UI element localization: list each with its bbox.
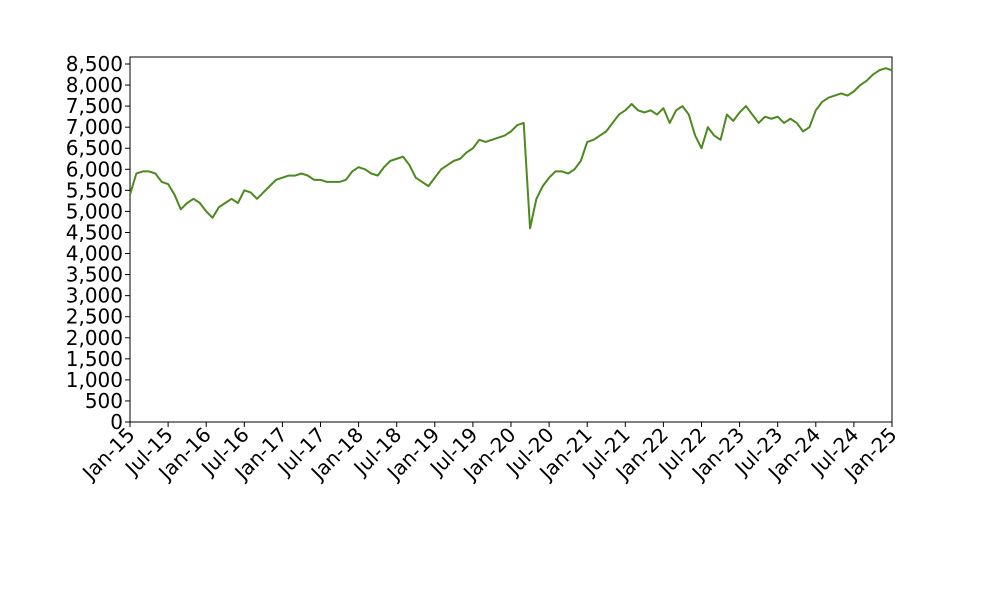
y-tick-label: 4,500 (66, 220, 123, 244)
y-tick-label: 500 (85, 389, 123, 413)
y-tick-label: 3,500 (66, 263, 123, 287)
y-tick-label: 5,000 (66, 199, 123, 223)
y-tick-label: 7,000 (66, 115, 123, 139)
y-tick-label: 2,000 (66, 326, 123, 350)
y-tick-label: 3,000 (66, 284, 123, 308)
y-tick-label: 0 (110, 410, 123, 434)
y-tick-label: 6,500 (66, 136, 123, 160)
plot-frame (129, 56, 893, 423)
series-line (129, 67, 893, 230)
y-tick-label: 5,500 (66, 178, 123, 202)
y-tick-label: 4,000 (66, 242, 123, 266)
y-tick-label: 6,000 (66, 157, 123, 181)
y-tick-label: 7,500 (66, 94, 123, 118)
y-tick-label: 8,000 (66, 73, 123, 97)
y-tick-label: 1,500 (66, 347, 123, 371)
y-tick-label: 2,500 (66, 305, 123, 329)
y-tick-label: 1,000 (66, 368, 123, 392)
y-tick-label: 8,500 (66, 52, 123, 76)
